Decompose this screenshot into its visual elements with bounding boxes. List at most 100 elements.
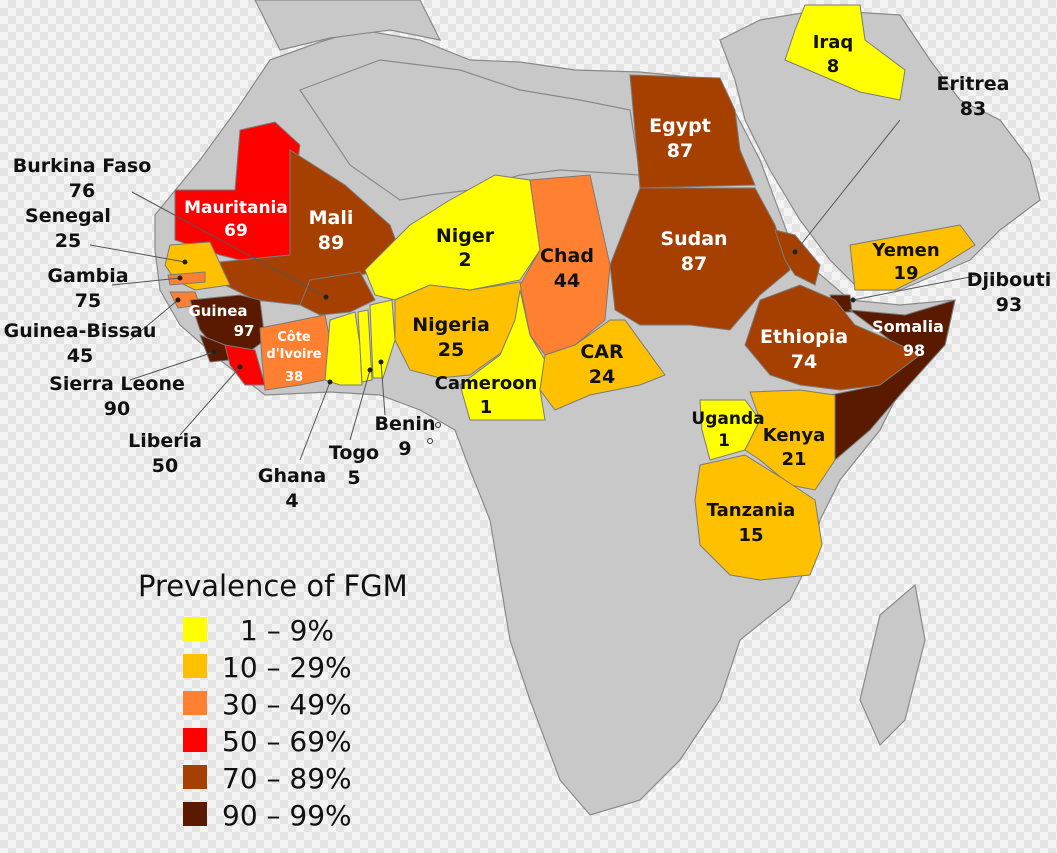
legend-label-4: 50 – 69% (222, 725, 352, 758)
benin-value: 9 (398, 438, 411, 460)
mali-label: Mali (309, 207, 354, 229)
leader-lines (89, 119, 981, 461)
legend-label-6: 90 – 99% (222, 799, 352, 832)
iraq-region[interactable] (784, 4, 906, 101)
map-labels: Iraq 8 Egypt 87 Mauritania 69 Mali 89 Ni… (184, 32, 944, 546)
legend-item-6: 90 – 99% (183, 799, 352, 832)
burkina-faso-value: 76 (69, 180, 95, 202)
tanzania-label: Tanzania (707, 500, 796, 521)
sudan-region[interactable] (609, 187, 791, 331)
chad-value: 44 (554, 270, 580, 292)
benin-label: Benin (375, 413, 436, 435)
europe-fragment (254, 0, 442, 51)
guinea-label: Guinea (188, 302, 247, 320)
eritrea-label: Eritrea (936, 73, 1009, 95)
tanzania-value: 15 (738, 525, 763, 546)
sudan-value: 87 (681, 253, 707, 275)
legend-swatch-2 (183, 654, 207, 678)
ethiopia-label: Ethiopia (760, 326, 848, 348)
somalia-region[interactable] (829, 299, 956, 462)
car-region[interactable] (539, 319, 666, 411)
mali-value: 89 (318, 232, 344, 254)
iraq-value: 8 (827, 56, 840, 77)
legend-swatch-1 (183, 617, 207, 641)
kenya-region[interactable] (744, 389, 836, 491)
burkina-faso-label: Burkina Faso (13, 155, 152, 177)
iraq-label: Iraq (813, 32, 854, 53)
sierra-leone-value: 90 (104, 398, 130, 420)
madagascar (859, 583, 926, 747)
liberia-value: 50 (152, 455, 178, 477)
gambia-region[interactable] (167, 271, 206, 286)
tanzania-region[interactable] (694, 454, 823, 581)
yemen-region[interactable] (849, 224, 976, 291)
guinea-bissau-value: 45 (67, 345, 93, 367)
togo-label: Togo (329, 442, 379, 464)
eritrea-region[interactable] (774, 229, 821, 286)
legend-label-2: 10 – 29% (222, 651, 352, 684)
cote-divoire-value: 38 (285, 370, 303, 385)
mauritania-value: 69 (224, 221, 248, 241)
niger-value: 2 (458, 249, 471, 271)
burkina-faso-region[interactable] (299, 271, 376, 316)
niger-region[interactable] (364, 174, 541, 301)
car-value: 24 (589, 366, 615, 388)
kenya-value: 21 (781, 449, 806, 470)
eritrea-value: 83 (960, 98, 986, 120)
chad-label: Chad (540, 245, 594, 267)
cameroon-label: Cameroon (435, 373, 538, 394)
senegal-label: Senegal (25, 205, 111, 227)
legend-item-2: 10 – 29% (183, 651, 352, 684)
legend-label-5: 70 – 89% (222, 762, 352, 795)
legend-label-3: 30 – 49% (222, 688, 352, 721)
legend-title: Prevalence of FGM (138, 569, 408, 603)
arabian-peninsula (719, 9, 1041, 291)
legend-item-3: 30 – 49% (183, 688, 352, 721)
cote-divoire-label-1: Côte (277, 330, 311, 345)
egypt-value: 87 (667, 140, 693, 162)
senegal-value: 25 (55, 230, 81, 252)
togo-region[interactable] (357, 309, 373, 383)
ghana-value: 4 (285, 490, 298, 512)
ethiopia-value: 74 (791, 351, 817, 373)
nigeria-label: Nigeria (412, 314, 490, 336)
yemen-value: 19 (893, 263, 918, 284)
yemen-label: Yemen (871, 240, 939, 261)
guinea-value: 97 (234, 322, 255, 340)
ghana-region[interactable] (324, 311, 363, 386)
mauritania-label: Mauritania (184, 198, 288, 218)
ghana-label: Ghana (258, 465, 326, 487)
legend-swatch-4 (183, 728, 207, 752)
kenya-label: Kenya (763, 425, 826, 446)
togo-value: 5 (347, 467, 360, 489)
uganda-value: 1 (718, 431, 730, 451)
legend: Prevalence of FGM 1 – 9% 10 – 29% 30 – 4… (138, 569, 408, 832)
somalia-value: 98 (903, 341, 925, 360)
cameroon-region[interactable] (459, 289, 546, 421)
gambia-value: 75 (75, 290, 101, 312)
legend-item-4: 50 – 69% (183, 725, 352, 758)
sudan-label: Sudan (660, 228, 727, 250)
niger-label: Niger (436, 225, 495, 247)
liberia-region[interactable] (224, 344, 266, 386)
benin-region[interactable] (369, 299, 396, 379)
guinea-bissau-label: Guinea-Bissau (4, 320, 157, 342)
djibouti-value: 93 (996, 294, 1022, 316)
egypt-label: Egypt (649, 115, 711, 137)
legend-swatch-3 (183, 691, 207, 715)
legend-item-5: 70 – 89% (183, 762, 352, 795)
cameroon-value: 1 (480, 397, 493, 418)
north-africa-gray (299, 59, 641, 201)
legend-item-1: 1 – 9% (183, 614, 334, 647)
liberia-label: Liberia (128, 430, 202, 452)
external-labels: Eritrea 83 Burkina Faso 76 Senegal 25 Ga… (4, 73, 1052, 512)
somalia-label: Somalia (872, 317, 944, 336)
uganda-label: Uganda (691, 409, 764, 429)
cote-divoire-label-2: d'Ivoire (266, 347, 321, 362)
gambia-label: Gambia (47, 265, 128, 287)
nigeria-value: 25 (438, 339, 464, 361)
car-label: CAR (580, 341, 624, 363)
sierra-leone-label: Sierra Leone (49, 373, 185, 395)
legend-swatch-5 (183, 765, 207, 789)
